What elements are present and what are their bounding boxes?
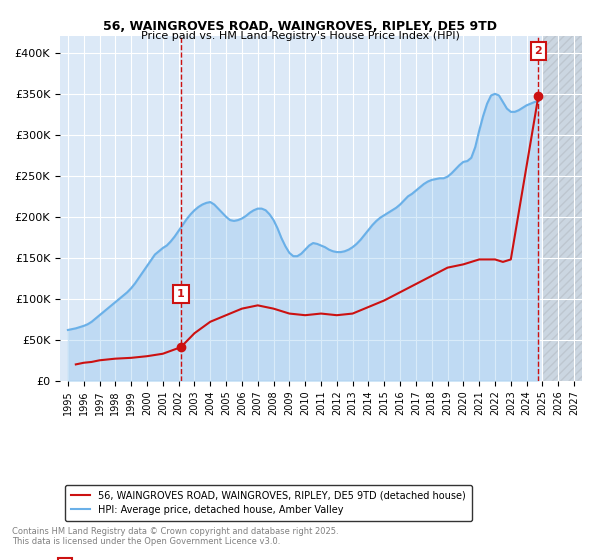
Text: 56, WAINGROVES ROAD, WAINGROVES, RIPLEY, DE5 9TD: 56, WAINGROVES ROAD, WAINGROVES, RIPLEY,… bbox=[103, 20, 497, 32]
Legend: 56, WAINGROVES ROAD, WAINGROVES, RIPLEY, DE5 9TD (detached house), HPI: Average : 56, WAINGROVES ROAD, WAINGROVES, RIPLEY,… bbox=[65, 485, 472, 521]
Text: 1: 1 bbox=[177, 289, 185, 299]
Bar bbox=[542, 36, 582, 381]
Text: Contains HM Land Registry data © Crown copyright and database right 2025.
This d: Contains HM Land Registry data © Crown c… bbox=[12, 526, 338, 546]
Text: 2: 2 bbox=[535, 46, 542, 56]
Text: Price paid vs. HM Land Registry's House Price Index (HPI): Price paid vs. HM Land Registry's House … bbox=[140, 31, 460, 41]
